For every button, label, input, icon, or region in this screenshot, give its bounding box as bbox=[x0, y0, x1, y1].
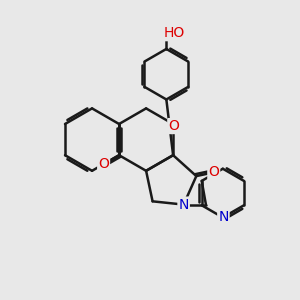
Text: O: O bbox=[168, 119, 179, 133]
Text: O: O bbox=[98, 157, 109, 171]
Text: HO: HO bbox=[164, 26, 185, 40]
Text: N: N bbox=[178, 198, 189, 212]
Text: O: O bbox=[208, 165, 219, 179]
Text: N: N bbox=[218, 211, 229, 224]
